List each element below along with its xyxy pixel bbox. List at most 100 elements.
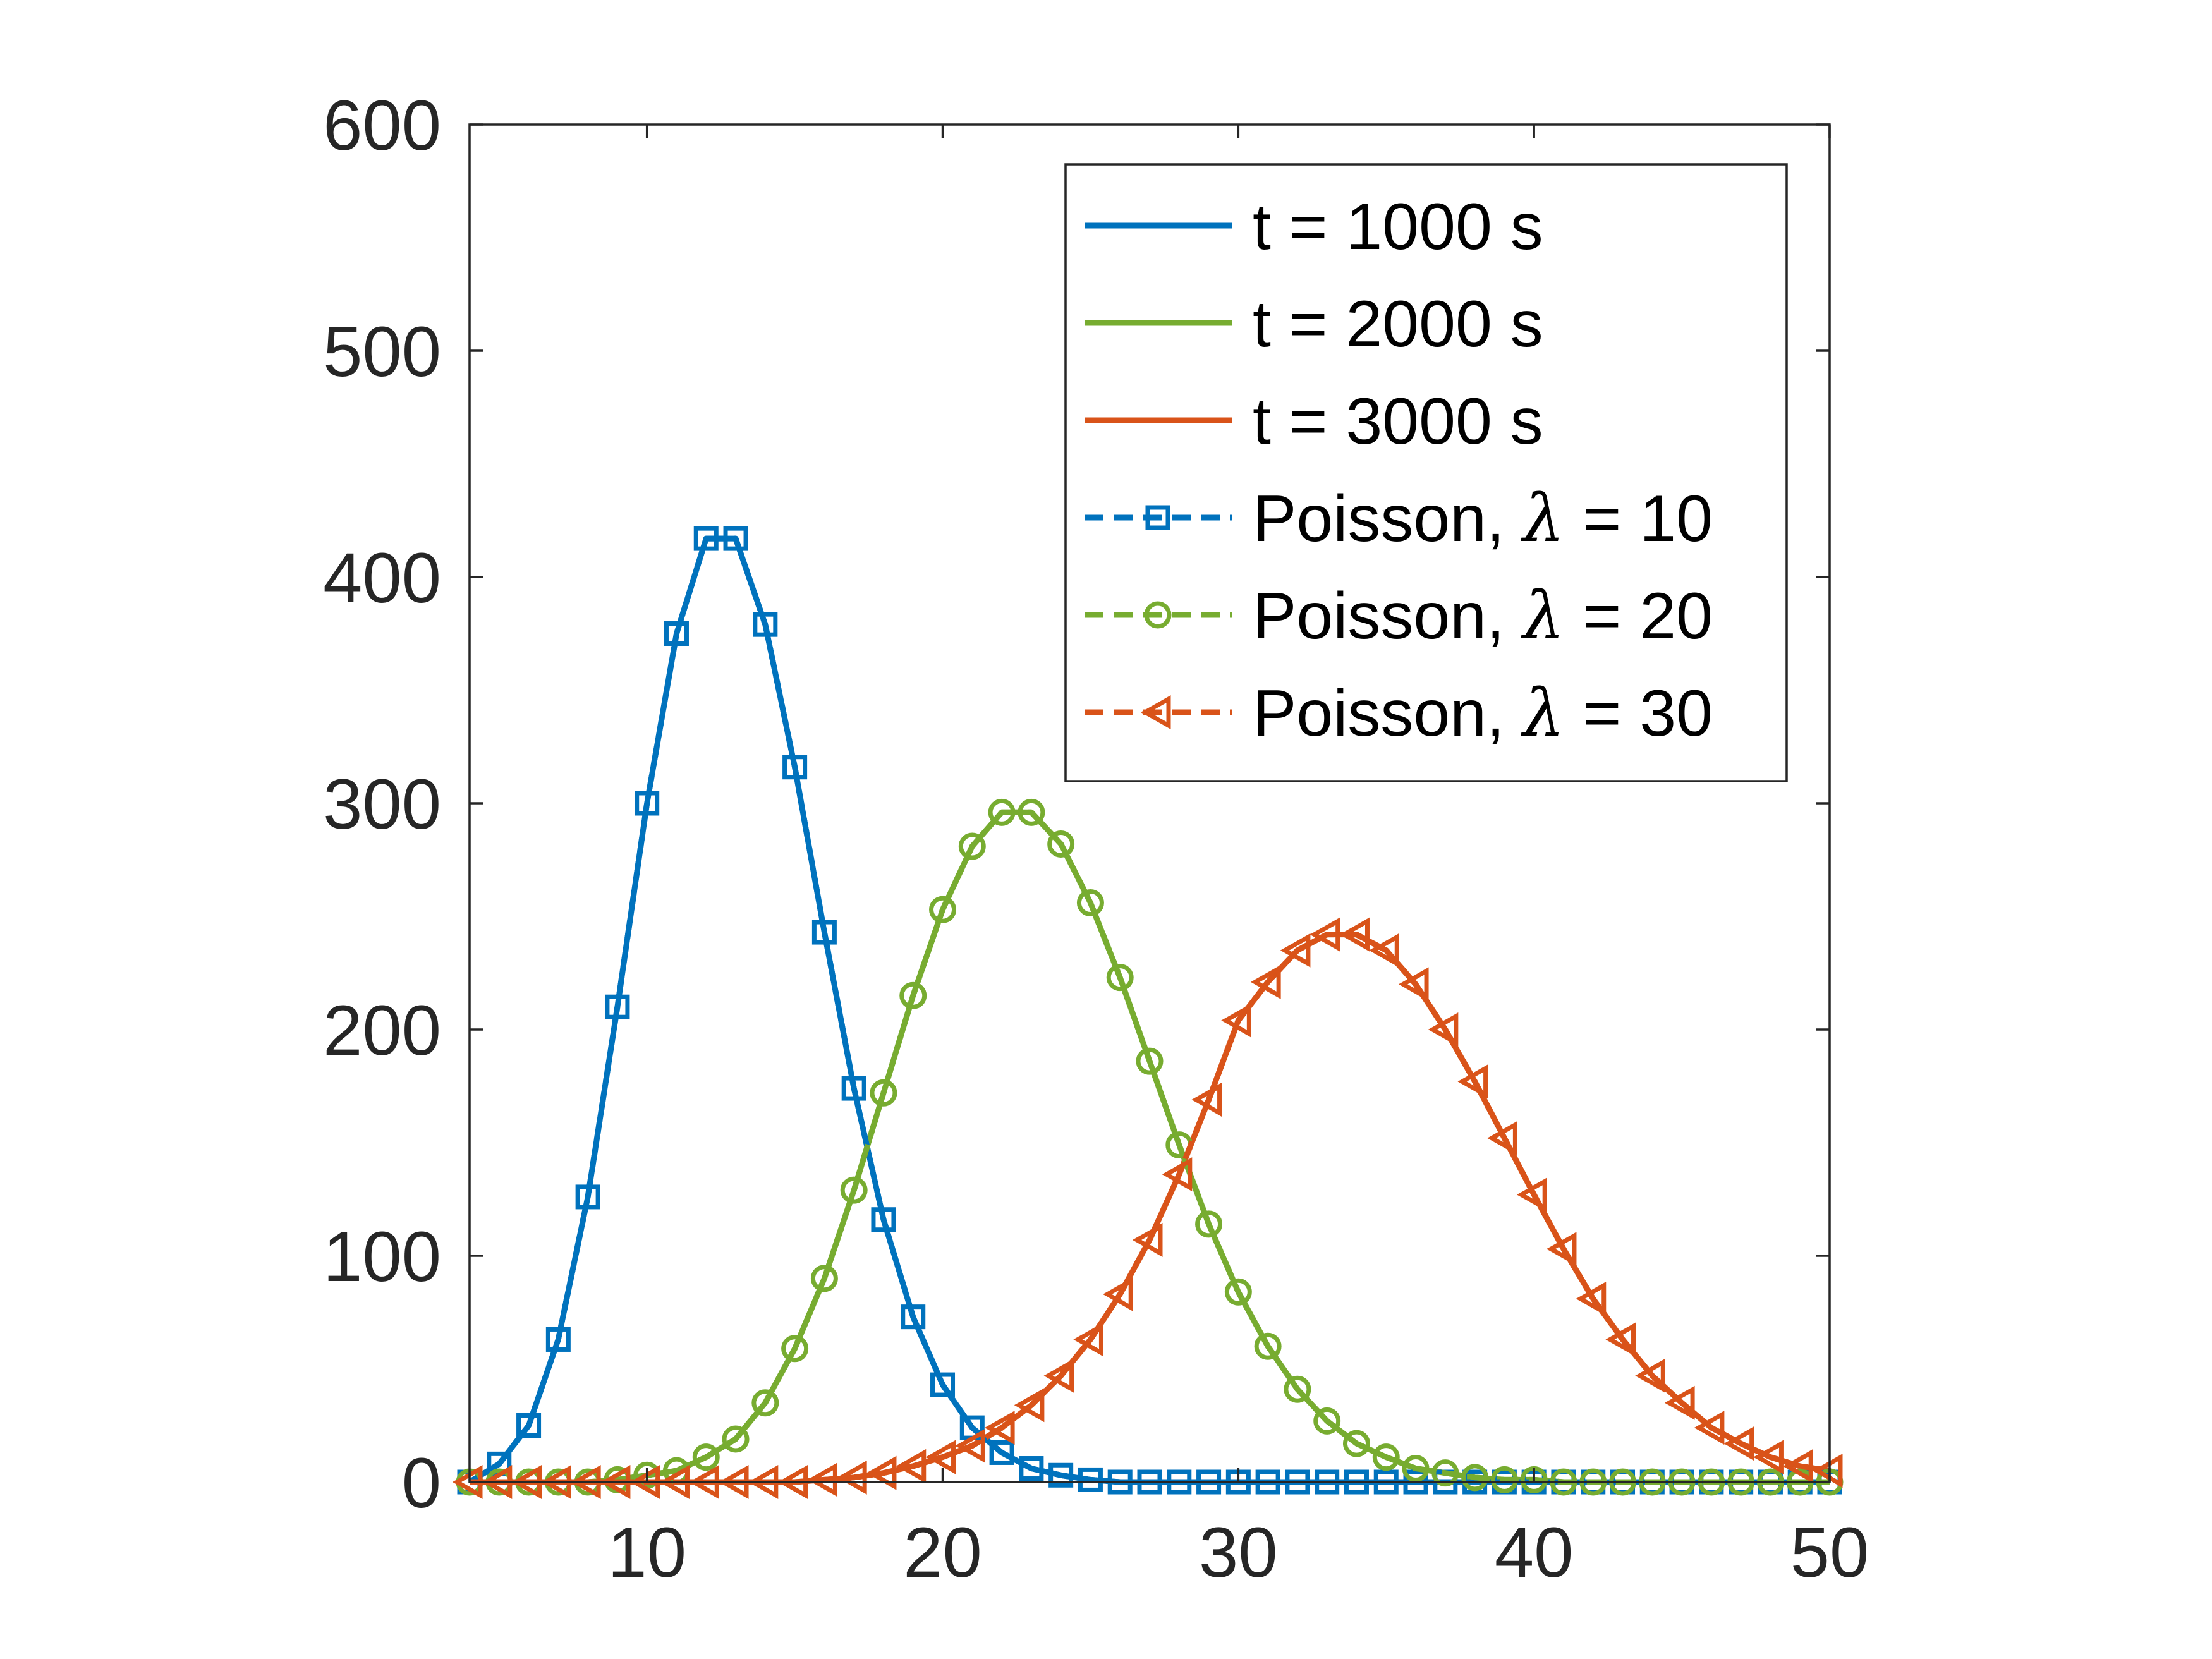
data-point	[1103, 1277, 1133, 1311]
data-point	[1313, 1407, 1341, 1435]
data-point	[1043, 1358, 1074, 1393]
x-tick-label: 20	[903, 1513, 982, 1592]
x-tick-label: 30	[1199, 1513, 1278, 1592]
data-point	[1635, 1358, 1665, 1393]
data-point	[1605, 1322, 1636, 1357]
x-tick-label: 10	[607, 1513, 686, 1592]
data-point	[1398, 967, 1429, 1002]
data-point	[929, 896, 957, 923]
data-point	[1136, 1047, 1164, 1075]
y-tick-label: 500	[323, 312, 441, 391]
data-point	[781, 1335, 809, 1363]
data-point	[1342, 1430, 1370, 1457]
data-point	[1457, 1064, 1488, 1099]
data-point	[930, 1372, 956, 1397]
legend-box	[1064, 163, 1788, 782]
data-point	[925, 1440, 956, 1474]
data-point	[1162, 1157, 1193, 1192]
data-point	[841, 1076, 866, 1101]
data-point	[1546, 1232, 1577, 1267]
data-point	[840, 1176, 868, 1204]
data-point	[1487, 1121, 1517, 1155]
data-point	[516, 1413, 542, 1438]
data-point	[635, 791, 660, 816]
legend-label: t = 2000 s	[1253, 288, 1543, 361]
x-tick-label: 50	[1790, 1513, 1869, 1592]
y-tick-label: 600	[323, 86, 441, 165]
data-point	[1402, 1455, 1430, 1483]
data-point	[1369, 933, 1399, 968]
data-point	[1140, 695, 1171, 730]
data-point	[693, 526, 719, 551]
data-point	[605, 994, 630, 1019]
legend-entry-4: Poisson, λ = 10	[1085, 480, 1713, 557]
data-point	[1047, 830, 1075, 858]
data-point	[1310, 917, 1340, 952]
data-point	[1014, 1388, 1045, 1423]
legend-label: t = 3000 s	[1253, 385, 1543, 458]
data-point	[1224, 1278, 1252, 1306]
data-point	[837, 1460, 867, 1495]
data-point	[866, 1455, 897, 1490]
legend-entry-1: t = 1000 s	[1085, 190, 1543, 264]
legend-entry-2: t = 2000 s	[1085, 288, 1543, 361]
legend-label: Poisson, λ = 20	[1253, 577, 1713, 654]
legend-label: t = 1000 s	[1253, 190, 1543, 264]
data-point	[1428, 1012, 1459, 1047]
data-point	[1753, 1440, 1784, 1474]
data-point	[1490, 1466, 1518, 1493]
data-point	[1339, 917, 1370, 952]
data-point	[1076, 889, 1104, 917]
data-point	[664, 621, 689, 646]
legend-label: Poisson, λ = 30	[1253, 674, 1713, 751]
data-point	[1783, 1449, 1813, 1483]
data-point	[1106, 964, 1134, 992]
y-tick-label: 300	[323, 765, 441, 844]
y-tick-label: 0	[402, 1443, 441, 1522]
legend: t = 1000 s t = 2000 s t = 3000 s Poisson, λ…	[1064, 163, 1788, 782]
data-point	[871, 1207, 896, 1232]
data-point	[1694, 1411, 1725, 1445]
data-point	[1664, 1385, 1695, 1420]
data-point	[1251, 964, 1281, 999]
data-point	[545, 1327, 571, 1352]
data-point	[1254, 1332, 1282, 1360]
legend-entry-3: t = 3000 s	[1085, 385, 1543, 458]
data-point	[896, 1449, 927, 1483]
data-point	[1018, 798, 1045, 826]
data-point	[807, 1462, 837, 1497]
y-tick-label: 400	[323, 538, 441, 617]
y-tick-label: 100	[323, 1217, 441, 1296]
data-point	[1195, 1210, 1223, 1238]
data-point	[782, 755, 808, 780]
data-point	[810, 1265, 838, 1292]
data-point	[1723, 1426, 1754, 1461]
data-point	[870, 1079, 897, 1107]
data-point	[1144, 601, 1172, 629]
data-point	[988, 798, 1016, 826]
data-point	[1461, 1464, 1489, 1492]
data-point	[1576, 1282, 1607, 1316]
data-point	[955, 1428, 985, 1463]
data-point	[723, 526, 748, 551]
data-point	[751, 1389, 779, 1417]
data-point	[1145, 505, 1170, 530]
y-tick-label: 200	[323, 991, 441, 1070]
data-point	[1073, 1322, 1103, 1357]
data-point	[1019, 1456, 1044, 1481]
data-point	[1372, 1443, 1400, 1471]
data-point	[1431, 1459, 1459, 1487]
data-point	[1221, 1003, 1251, 1038]
data-point	[1280, 933, 1311, 968]
data-point	[984, 1411, 1015, 1445]
data-point	[1132, 1222, 1163, 1257]
data-point	[899, 981, 927, 1009]
legend-label: Poisson, λ = 10	[1253, 480, 1713, 557]
data-point	[811, 920, 837, 945]
data-point	[753, 612, 778, 637]
data-point	[575, 1184, 600, 1210]
data-point	[901, 1304, 926, 1330]
data-point	[1284, 1375, 1311, 1403]
